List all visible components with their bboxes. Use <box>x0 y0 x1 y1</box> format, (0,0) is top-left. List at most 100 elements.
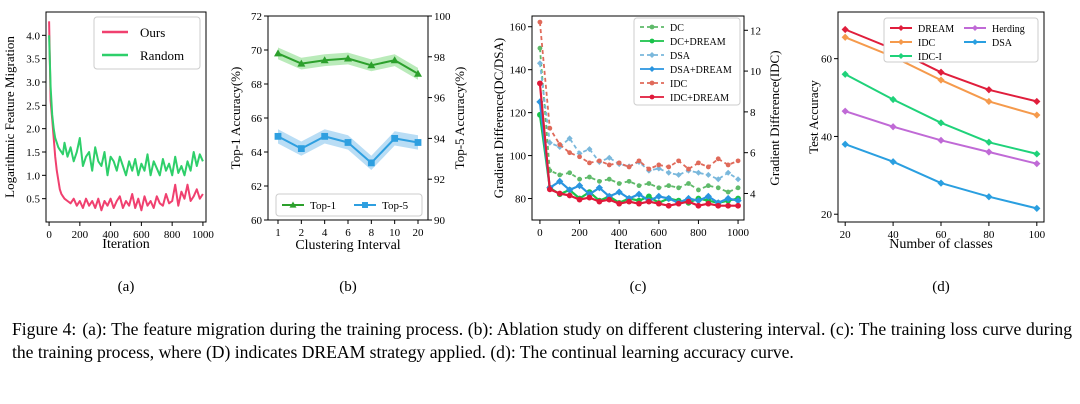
plot-frame <box>267 15 429 221</box>
data-point <box>587 174 592 180</box>
x-tick-label: 200 <box>72 229 89 241</box>
data-point <box>567 170 573 176</box>
data-point <box>676 185 682 191</box>
y-tick-label: 72 <box>251 11 262 23</box>
data-point <box>344 54 352 62</box>
y-tick-label-right: 98 <box>434 52 446 64</box>
legend-label: DSA <box>992 38 1013 49</box>
y-tick-label: 3.0 <box>26 77 40 89</box>
legend-marker <box>649 94 655 100</box>
data-point <box>655 200 662 207</box>
data-point <box>655 192 663 200</box>
data-point <box>937 68 945 76</box>
legend-label: DSA <box>670 51 691 62</box>
series-line <box>539 22 739 170</box>
data-point <box>686 166 691 172</box>
data-point <box>606 154 613 161</box>
data-point <box>616 181 622 186</box>
x-tick-label: 400 <box>102 229 119 241</box>
data-point <box>297 59 306 67</box>
data-point <box>646 198 652 205</box>
legend-label: Random <box>140 48 184 63</box>
data-point <box>696 160 701 166</box>
series-line-ours <box>48 21 204 212</box>
data-point <box>725 202 732 209</box>
confidence-band <box>278 47 418 80</box>
legend-marker <box>649 38 655 44</box>
data-point <box>704 192 712 200</box>
subfigure-label: (b) <box>339 279 357 295</box>
legend-label: IDC+DREAM <box>670 93 729 104</box>
data-point <box>596 178 602 184</box>
data-point <box>536 60 543 67</box>
data-point <box>596 158 602 164</box>
x-tick-label: 100 <box>1029 229 1046 241</box>
y-tick-label: 20 <box>821 209 833 221</box>
data-point <box>1033 160 1041 168</box>
legend-marker <box>649 52 655 58</box>
x-tick-label: 20 <box>413 227 425 239</box>
legend-label: DC <box>670 23 684 34</box>
x-tick-label: 20 <box>840 229 852 241</box>
x-tick-label: 4 <box>322 227 328 239</box>
y-axis-label: Logarithmic Feature Migration <box>2 36 17 198</box>
data-point <box>725 189 731 195</box>
subfigure-label: (c) <box>630 279 647 295</box>
data-point <box>694 197 703 205</box>
y-tick-label-right: 92 <box>434 174 445 186</box>
x-tick-label: 8 <box>369 227 375 239</box>
data-point <box>626 198 632 205</box>
y-tick-label: 70 <box>251 45 263 57</box>
y-tick-label: 0.5 <box>26 194 40 206</box>
data-point <box>666 183 672 189</box>
y-tick-label: 40 <box>821 131 833 143</box>
data-point <box>636 183 642 189</box>
data-point <box>414 69 422 77</box>
legend-marker <box>649 80 655 86</box>
legend-marker <box>972 39 978 45</box>
x-tick-label: 600 <box>651 227 668 239</box>
x-tick-label: 800 <box>690 227 707 239</box>
confidence-band <box>278 129 418 170</box>
x-tick-label: 1000 <box>727 227 750 239</box>
figure-caption: Figure 4: (a): The feature migration duri… <box>12 318 1072 363</box>
y-tick-label: 2.5 <box>26 100 40 112</box>
x-tick-label: 800 <box>164 229 181 241</box>
y-tick-label: 3.5 <box>26 54 40 66</box>
data-point <box>616 200 623 207</box>
legend-label: IDC <box>918 38 936 49</box>
data-point <box>695 169 702 176</box>
data-point <box>715 156 721 162</box>
x-axis-label: Iteration <box>102 237 149 252</box>
data-point <box>705 183 711 189</box>
data-point <box>665 169 672 176</box>
y-axis-label: Test Accuracy <box>806 80 821 154</box>
data-point <box>937 179 945 187</box>
y-tick-label-right: 90 <box>434 215 446 227</box>
legend-marker <box>972 25 978 31</box>
y-tick-label: 120 <box>510 108 527 120</box>
data-point <box>985 138 993 146</box>
chart-a: 0 200 400 600 800 1000 0.5 1.0 1.5 2.0 2.5 3.0 3.5 4.… <box>2 11 214 295</box>
legend-label: Top-5 <box>382 200 409 212</box>
chart-b: 1 2 4 6 8 10 20606264666870729092949698100Clus… <box>228 11 467 295</box>
data-point <box>626 178 632 184</box>
data-point <box>734 197 742 205</box>
y-tick-label: 64 <box>251 147 263 159</box>
x-tick-label: 0 <box>537 227 543 239</box>
y-tick-label-right: 100 <box>434 11 451 23</box>
data-point <box>320 56 329 64</box>
legend-marker <box>289 201 297 208</box>
legend-marker <box>362 202 368 208</box>
y-tick-label: 1.0 <box>26 170 40 182</box>
data-point <box>537 19 543 25</box>
y-tick-label: 60 <box>821 54 833 66</box>
data-point <box>274 49 282 57</box>
y-tick-label-right: 4 <box>750 188 756 200</box>
data-point <box>705 171 712 178</box>
series-line-random <box>48 35 204 177</box>
subfigure-label: (d) <box>932 279 950 295</box>
legend: DC DC+DREAM DSA DSA+DREAM IDC IDC+DREAM <box>633 17 741 106</box>
data-point <box>675 200 682 207</box>
data-point <box>586 194 593 201</box>
